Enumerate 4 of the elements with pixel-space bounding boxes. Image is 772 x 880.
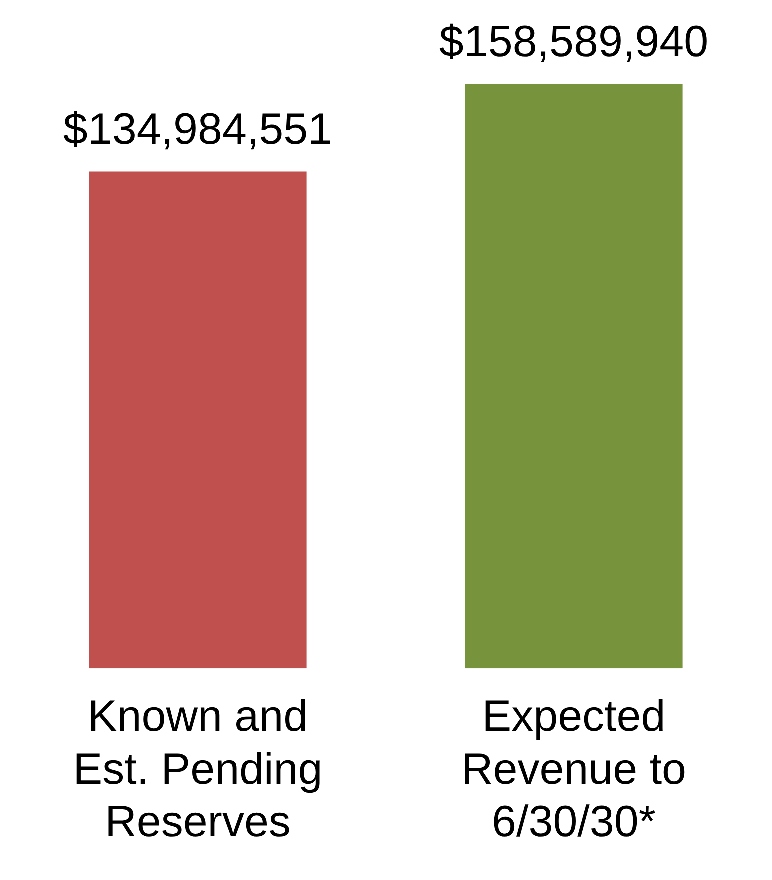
data-label: $134,984,551 [63,104,333,154]
x-tick-label: Known and Est. Pending Reserves [73,692,323,847]
data-label: $158,589,940 [439,17,709,66]
x-tick-label: Expected Revenue to 6/30/30* [461,692,687,847]
